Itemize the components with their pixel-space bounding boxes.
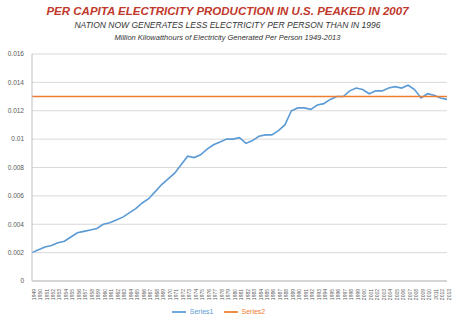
svg-text:1962: 1962 [115,289,121,300]
svg-text:1975: 1975 [199,289,205,300]
svg-text:1983: 1983 [251,289,257,300]
html-text:NATION NOW GENERATES LESS ELEC: NATION NOW GENERATES LESS ELECTRICITY PE… [74,20,381,30]
svg-text:0.016: 0.016 [8,50,24,57]
svg-text:1989: 1989 [290,289,296,300]
svg-text:1978: 1978 [219,289,225,300]
svg-text:1971: 1971 [173,289,179,300]
svg-text:1964: 1964 [128,289,134,300]
svg-text:1972: 1972 [180,289,186,300]
svg-text:1954: 1954 [63,289,69,300]
svg-text:1957: 1957 [82,289,88,300]
svg-text:1961: 1961 [108,289,114,300]
svg-text:1963: 1963 [121,289,127,300]
svg-text:1976: 1976 [206,289,212,300]
svg-text:0.002: 0.002 [8,249,24,256]
svg-text:0.01: 0.01 [11,135,24,142]
svg-text:1990: 1990 [296,289,302,300]
svg-text:0: 0 [20,277,24,284]
svg-text:1998: 1998 [348,289,354,300]
svg-text:1960: 1960 [102,289,108,300]
svg-text:1974: 1974 [193,289,199,300]
svg-text:1999: 1999 [355,289,361,300]
svg-text:1981: 1981 [238,289,244,300]
svg-text:2011: 2011 [433,289,439,300]
svg-text:0.012: 0.012 [8,107,24,114]
svg-text:1956: 1956 [76,289,82,300]
html-text:Million Kilowatthours of Elect: Million Kilowatthours of Electricity Gen… [114,33,341,42]
svg-text:2001: 2001 [368,289,374,300]
svg-text:1992: 1992 [309,289,315,300]
svg-text:2012: 2012 [439,289,445,300]
svg-text:2006: 2006 [400,289,406,300]
svg-text:2002: 2002 [374,289,380,300]
svg-text:2004: 2004 [387,289,393,300]
svg-text:2013: 2013 [446,289,447,300]
html-text:PER CAPITA ELECTRICITY PRODUCT: PER CAPITA ELECTRICITY PRODUCTION IN U.S… [46,5,409,17]
svg-text:1959: 1959 [95,289,101,300]
svg-text:2009: 2009 [420,289,426,300]
svg-text:1982: 1982 [245,289,251,300]
svg-text:1988: 1988 [283,289,289,300]
svg-text:1995: 1995 [329,289,335,300]
svg-text:2003: 2003 [381,289,387,300]
svg-text:0.004: 0.004 [8,221,24,228]
svg-text:1970: 1970 [167,289,173,300]
svg-text:1997: 1997 [342,289,348,300]
svg-text:1996: 1996 [335,289,341,300]
svg-text:2008: 2008 [413,289,419,300]
svg-text:1952: 1952 [50,289,56,300]
svg-text:2005: 2005 [394,289,400,300]
svg-text:2007: 2007 [407,289,413,300]
svg-text:1973: 1973 [186,289,192,300]
svg-text:1977: 1977 [212,289,218,300]
svg-text:1953: 1953 [56,289,62,300]
svg-text:2000: 2000 [361,289,367,300]
svg-text:0.008: 0.008 [8,164,24,171]
svg-text:2010: 2010 [426,289,432,300]
svg-text:1980: 1980 [232,289,238,300]
svg-text:1969: 1969 [160,289,166,300]
svg-text:1991: 1991 [303,289,309,300]
svg-text:0.014: 0.014 [8,79,24,86]
svg-text:1967: 1967 [147,289,153,300]
svg-text:1979: 1979 [225,289,231,300]
svg-text:1994: 1994 [322,289,328,300]
svg-text:1966: 1966 [141,289,147,300]
svg-text:1949: 1949 [31,289,37,300]
svg-text:1950: 1950 [37,289,43,300]
svg-text:1955: 1955 [69,289,75,300]
svg-text:1985: 1985 [264,289,270,300]
svg-text:0.006: 0.006 [8,192,24,199]
svg-text:1951: 1951 [44,289,50,300]
svg-text:1958: 1958 [89,289,95,300]
html-text:Series1: Series1 [189,307,214,315]
svg-text:1993: 1993 [316,289,322,300]
svg-text:1968: 1968 [154,289,160,300]
svg-text:1987: 1987 [277,289,283,300]
html-text:Series2: Series2 [241,307,266,315]
svg-text:1965: 1965 [134,289,140,300]
svg-text:1984: 1984 [258,289,264,300]
svg-text:1986: 1986 [270,289,276,300]
